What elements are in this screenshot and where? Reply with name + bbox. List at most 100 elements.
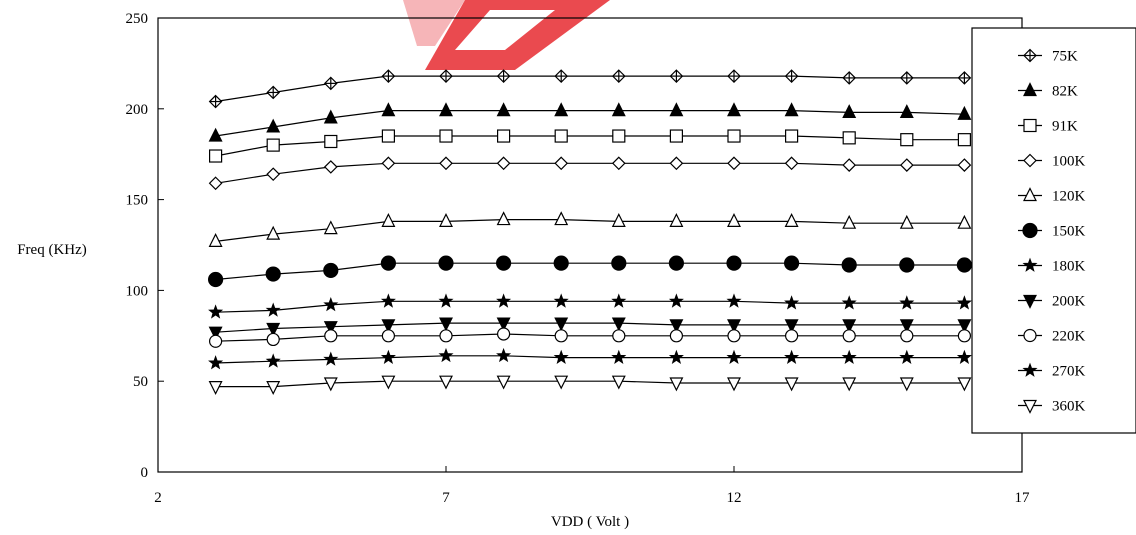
data-point <box>727 377 741 392</box>
data-point <box>957 158 972 172</box>
marker-shape <box>727 329 741 343</box>
data-point <box>1023 82 1037 97</box>
data-point <box>611 102 626 117</box>
data-point <box>323 109 338 124</box>
marker-shape <box>899 377 914 392</box>
data-point <box>669 213 684 227</box>
data-point <box>727 213 741 227</box>
marker-shape <box>208 381 223 395</box>
data-point <box>784 329 799 343</box>
marker-shape <box>668 349 684 365</box>
legend-item: 82K <box>1018 82 1078 100</box>
series-270k <box>208 347 972 370</box>
marker-shape <box>726 293 742 308</box>
marker-shape <box>727 156 741 171</box>
data-point <box>266 85 281 100</box>
data-point <box>1023 187 1037 202</box>
data-point <box>784 349 800 365</box>
marker-shape <box>784 129 799 143</box>
marker-shape <box>497 129 511 143</box>
data-point <box>381 375 396 390</box>
marker-shape <box>669 377 684 392</box>
data-point <box>380 255 396 271</box>
watermark-shape <box>403 0 465 46</box>
data-point <box>842 214 857 229</box>
data-point <box>784 319 799 334</box>
data-point <box>553 255 569 271</box>
marker-shape <box>266 225 281 240</box>
marker-shape <box>842 214 857 229</box>
data-point <box>611 213 626 227</box>
legend-label: 180K <box>1052 259 1086 275</box>
marker-shape <box>957 105 972 120</box>
marker-shape <box>323 220 338 235</box>
marker-shape <box>439 213 453 227</box>
data-point <box>957 133 972 147</box>
marker-shape <box>554 156 569 171</box>
data-point <box>957 105 972 120</box>
data-point <box>611 317 626 332</box>
data-point <box>784 102 799 117</box>
data-point <box>496 293 512 308</box>
series-line <box>215 300 965 313</box>
data-point <box>323 220 338 235</box>
marker-shape <box>208 176 223 191</box>
data-point <box>669 156 684 171</box>
marker-shape <box>496 255 512 271</box>
marker-shape <box>783 255 800 271</box>
series-line <box>215 380 965 388</box>
data-point <box>209 334 223 348</box>
legend-item: 270K <box>1018 362 1086 380</box>
data-point <box>496 317 511 332</box>
marker-shape <box>899 214 914 229</box>
legend-label: 200K <box>1052 294 1086 310</box>
marker-shape <box>611 156 626 171</box>
data-point <box>439 129 453 143</box>
data-point <box>611 69 626 83</box>
data-point <box>611 375 626 390</box>
data-point <box>899 158 914 172</box>
data-point <box>1023 118 1037 133</box>
data-point <box>784 213 799 227</box>
data-point <box>324 134 338 149</box>
data-point <box>208 233 223 247</box>
marker-shape <box>784 377 799 392</box>
marker-shape <box>496 211 511 226</box>
marker-shape <box>611 349 627 365</box>
marker-shape <box>323 109 338 124</box>
marker-shape <box>842 131 856 145</box>
marker-shape <box>496 293 512 308</box>
marker-shape <box>323 262 339 279</box>
data-point <box>1022 362 1038 377</box>
marker-shape <box>380 293 396 308</box>
data-point <box>496 156 511 171</box>
data-point <box>266 322 281 337</box>
marker-shape <box>439 375 453 390</box>
data-point <box>900 133 914 147</box>
data-point <box>669 329 684 343</box>
legend-item: 120K <box>1018 187 1086 205</box>
marker-shape <box>265 266 281 282</box>
marker-shape <box>668 255 685 271</box>
data-point <box>1023 328 1037 343</box>
marker-shape <box>612 329 626 343</box>
data-point <box>669 102 684 117</box>
data-point <box>266 332 280 347</box>
marker-shape <box>324 329 338 343</box>
marker-shape <box>842 158 857 172</box>
data-point <box>208 355 224 370</box>
data-point <box>899 214 914 229</box>
legend-item: 180K <box>1018 257 1086 275</box>
marker-shape <box>784 319 799 334</box>
series-line <box>215 262 965 281</box>
data-point <box>669 319 684 334</box>
y-tick-label: 250 <box>126 11 149 27</box>
marker-shape <box>496 156 511 171</box>
series-180k <box>208 293 972 319</box>
marker-shape <box>265 302 281 317</box>
data-point <box>899 104 914 119</box>
y-tick-label: 200 <box>126 102 149 118</box>
legend-box <box>971 27 1136 434</box>
data-point <box>266 118 281 133</box>
marker-shape <box>554 211 569 226</box>
